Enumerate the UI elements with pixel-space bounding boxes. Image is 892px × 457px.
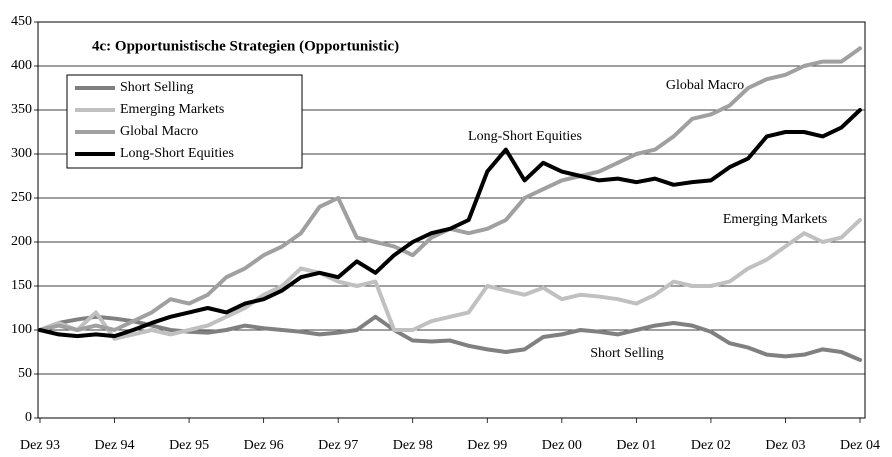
- x-tick-label: Dez 01: [616, 438, 656, 453]
- x-tick-label: Dez 95: [169, 438, 209, 453]
- y-tick-label: 200: [11, 234, 32, 249]
- y-tick-label: 250: [11, 190, 32, 205]
- x-tick-label: Dez 98: [393, 438, 433, 453]
- y-tick-label: 150: [11, 278, 32, 293]
- legend-label: Emerging Markets: [120, 102, 224, 117]
- x-tick-label: Dez 03: [765, 438, 805, 453]
- y-tick-label: 100: [11, 322, 32, 337]
- series-line: [38, 314, 862, 362]
- x-tick-label: Dez 99: [467, 438, 507, 453]
- y-tick-label: 450: [11, 14, 32, 29]
- legend-label: Short Selling: [120, 80, 194, 95]
- x-tick-label: Dez 04: [840, 438, 880, 453]
- x-tick-label: Dez 97: [318, 438, 358, 453]
- title-bg: [52, 30, 432, 65]
- y-tick-label: 50: [18, 366, 32, 381]
- series-line: [38, 218, 862, 341]
- legend-label: Long-Short Equities: [120, 146, 234, 161]
- annotation: Global Macro: [666, 78, 744, 93]
- chart-title: 4c: Opportunistische Strategien (Opportu…: [92, 38, 399, 54]
- legend-entries: Short Selling Emerging Markets Global Macr…: [75, 80, 234, 161]
- y-tick-label: 350: [11, 102, 32, 117]
- x-tick-label: Dez 00: [542, 438, 582, 453]
- annotation: Long-Short Equities: [468, 129, 582, 144]
- series-line: [38, 108, 862, 339]
- y-tick-label: 400: [11, 58, 32, 73]
- annotation: Short Selling: [590, 346, 664, 361]
- y-tick-label: 300: [11, 146, 32, 161]
- lines: [38, 46, 862, 362]
- annotation: Emerging Markets: [723, 212, 827, 227]
- legend-label: Global Macro: [120, 124, 198, 139]
- x-tick-label: Dez 93: [20, 438, 60, 453]
- x-tick-label: Dez 96: [244, 438, 284, 453]
- y-tick-label: 0: [25, 410, 32, 425]
- x-tick-label: Dez 94: [95, 438, 135, 453]
- x-tick-label: Dez 02: [691, 438, 731, 453]
